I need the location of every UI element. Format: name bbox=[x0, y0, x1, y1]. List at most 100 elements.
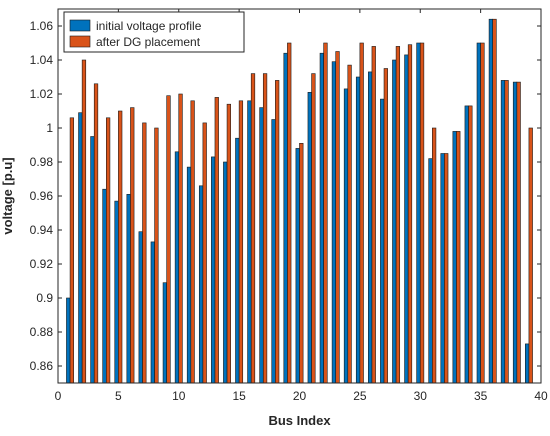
bar-after-dg-bus-22 bbox=[323, 42, 328, 384]
x-tick-label: 0 bbox=[55, 389, 62, 403]
bar-initial-bus-10 bbox=[174, 151, 180, 384]
bar-after-dg-bus-35 bbox=[480, 42, 485, 384]
x-tick-label: 10 bbox=[172, 389, 186, 403]
bar-after-dg-bus-4 bbox=[106, 117, 111, 384]
bar-initial-bus-25 bbox=[355, 76, 361, 384]
x-tick-label: 25 bbox=[353, 389, 367, 403]
x-tick-label: 30 bbox=[414, 389, 428, 403]
bar-initial-bus-37 bbox=[500, 80, 506, 384]
bar-after-dg-bus-21 bbox=[311, 73, 316, 384]
bar-after-dg-bus-33 bbox=[456, 131, 461, 384]
bar-after-dg-bus-36 bbox=[492, 18, 497, 384]
x-tick-label: 40 bbox=[534, 389, 548, 403]
bar-initial-bus-18 bbox=[271, 119, 276, 384]
y-tick-label: 0.96 bbox=[30, 189, 54, 203]
bar-initial-bus-33 bbox=[452, 131, 457, 384]
bar-after-dg-bus-7 bbox=[142, 122, 147, 384]
bar-initial-bus-13 bbox=[211, 156, 216, 384]
bar-after-dg-bus-25 bbox=[359, 42, 364, 384]
bar-initial-bus-34 bbox=[464, 105, 469, 384]
bar-after-dg-bus-27 bbox=[383, 68, 388, 384]
bar-after-dg-bus-10 bbox=[178, 93, 183, 384]
bar-initial-bus-6 bbox=[126, 194, 131, 384]
bar-initial-bus-35 bbox=[476, 42, 481, 384]
x-tick-label: 35 bbox=[474, 389, 488, 403]
bar-after-dg-bus-37 bbox=[504, 80, 509, 384]
bar-after-dg-bus-6 bbox=[130, 107, 135, 384]
bar-initial-bus-19 bbox=[283, 52, 288, 384]
bar-after-dg-bus-17 bbox=[262, 73, 268, 384]
bar-initial-bus-29 bbox=[404, 54, 409, 384]
bar-after-dg-bus-16 bbox=[250, 73, 256, 384]
y-tick-label: 1.04 bbox=[30, 53, 54, 67]
bar-after-dg-bus-38 bbox=[516, 81, 521, 384]
bar-initial-bus-3 bbox=[90, 136, 95, 384]
bar-after-dg-bus-11 bbox=[190, 100, 195, 384]
y-tick-label: 0.86 bbox=[30, 359, 54, 373]
y-tick-label: 0.94 bbox=[30, 223, 54, 237]
bar-after-dg-bus-34 bbox=[468, 105, 473, 384]
bar-after-dg-bus-23 bbox=[335, 51, 340, 384]
legend-label: after DG placement bbox=[96, 35, 201, 49]
legend: initial voltage profile after DG placemen… bbox=[63, 11, 245, 53]
bar-initial-bus-38 bbox=[512, 81, 518, 384]
bar-initial-bus-8 bbox=[150, 241, 155, 384]
bar-initial-bus-14 bbox=[223, 161, 228, 384]
bar-initial-bus-16 bbox=[247, 100, 252, 384]
legend-label: initial voltage profile bbox=[96, 19, 202, 33]
bar-after-dg-bus-12 bbox=[202, 122, 207, 384]
y-tick-label: 1.06 bbox=[30, 19, 54, 33]
bar-initial-bus-24 bbox=[343, 88, 349, 384]
bar-after-dg-bus-9 bbox=[166, 95, 171, 384]
y-tick-label: 0.98 bbox=[30, 155, 54, 169]
bar-after-dg-bus-14 bbox=[226, 103, 231, 384]
bar-after-dg-bus-8 bbox=[154, 127, 159, 384]
bar-after-dg-bus-32 bbox=[444, 153, 449, 384]
bar-initial-bus-4 bbox=[102, 188, 107, 384]
plot-frame bbox=[57, 8, 542, 384]
bar-initial-bus-17 bbox=[259, 107, 264, 384]
bar-after-dg-bus-19 bbox=[287, 42, 292, 384]
legend-box bbox=[63, 11, 245, 53]
y-tick-label: 1 bbox=[46, 121, 53, 135]
x-tick-label: 20 bbox=[293, 389, 307, 403]
bar-after-dg-bus-3 bbox=[93, 83, 99, 384]
y-axis-title: voltage [p.u] bbox=[0, 157, 15, 234]
bar-after-dg-bus-15 bbox=[238, 100, 244, 384]
bar-initial-bus-20 bbox=[295, 148, 300, 384]
bar-after-dg-bus-1 bbox=[69, 117, 75, 384]
legend-swatch bbox=[69, 19, 91, 32]
x-tick-label: 15 bbox=[232, 389, 246, 403]
bar-initial-bus-26 bbox=[368, 71, 373, 384]
tick-labels: 0 5 10 15 20 25 30 35 40 0.86 0.88 0.9 0.92 0.94 0.96 0… bbox=[30, 19, 548, 403]
bar-after-dg-bus-13 bbox=[214, 97, 219, 384]
bar-initial-bus-31 bbox=[428, 158, 433, 384]
bar-after-dg-bus-31 bbox=[432, 127, 437, 384]
bar-initial-bus-22 bbox=[319, 52, 324, 384]
legend-swatch bbox=[69, 35, 91, 48]
x-axis-title: Bus Index bbox=[268, 413, 331, 428]
y-tick-label: 0.88 bbox=[30, 325, 54, 339]
bar-initial-bus-30 bbox=[416, 42, 421, 384]
bar-initial-bus-15 bbox=[235, 137, 240, 384]
bar-initial-bus-39 bbox=[524, 343, 530, 384]
bar-initial-bus-28 bbox=[392, 59, 397, 384]
bar-initial-bus-2 bbox=[78, 112, 83, 384]
bar-after-dg-bus-5 bbox=[118, 110, 123, 384]
x-tick-label: 5 bbox=[115, 389, 122, 403]
bar-after-dg-bus-28 bbox=[395, 46, 401, 384]
bar-after-dg-bus-29 bbox=[407, 44, 413, 384]
bar-after-dg-bus-30 bbox=[419, 42, 425, 384]
bar-initial-bus-7 bbox=[138, 231, 143, 384]
bar-initial-bus-23 bbox=[331, 61, 337, 384]
y-tick-label: 0.92 bbox=[30, 257, 54, 271]
y-tick-label: 1.02 bbox=[30, 87, 54, 101]
bar-initial-bus-32 bbox=[440, 153, 445, 384]
bar-initial-bus-1 bbox=[66, 297, 71, 384]
bar-initial-bus-36 bbox=[488, 18, 493, 384]
bar-initial-bus-21 bbox=[307, 92, 312, 384]
bar-after-dg-bus-24 bbox=[347, 64, 352, 384]
bar-after-dg-bus-39 bbox=[528, 127, 533, 384]
